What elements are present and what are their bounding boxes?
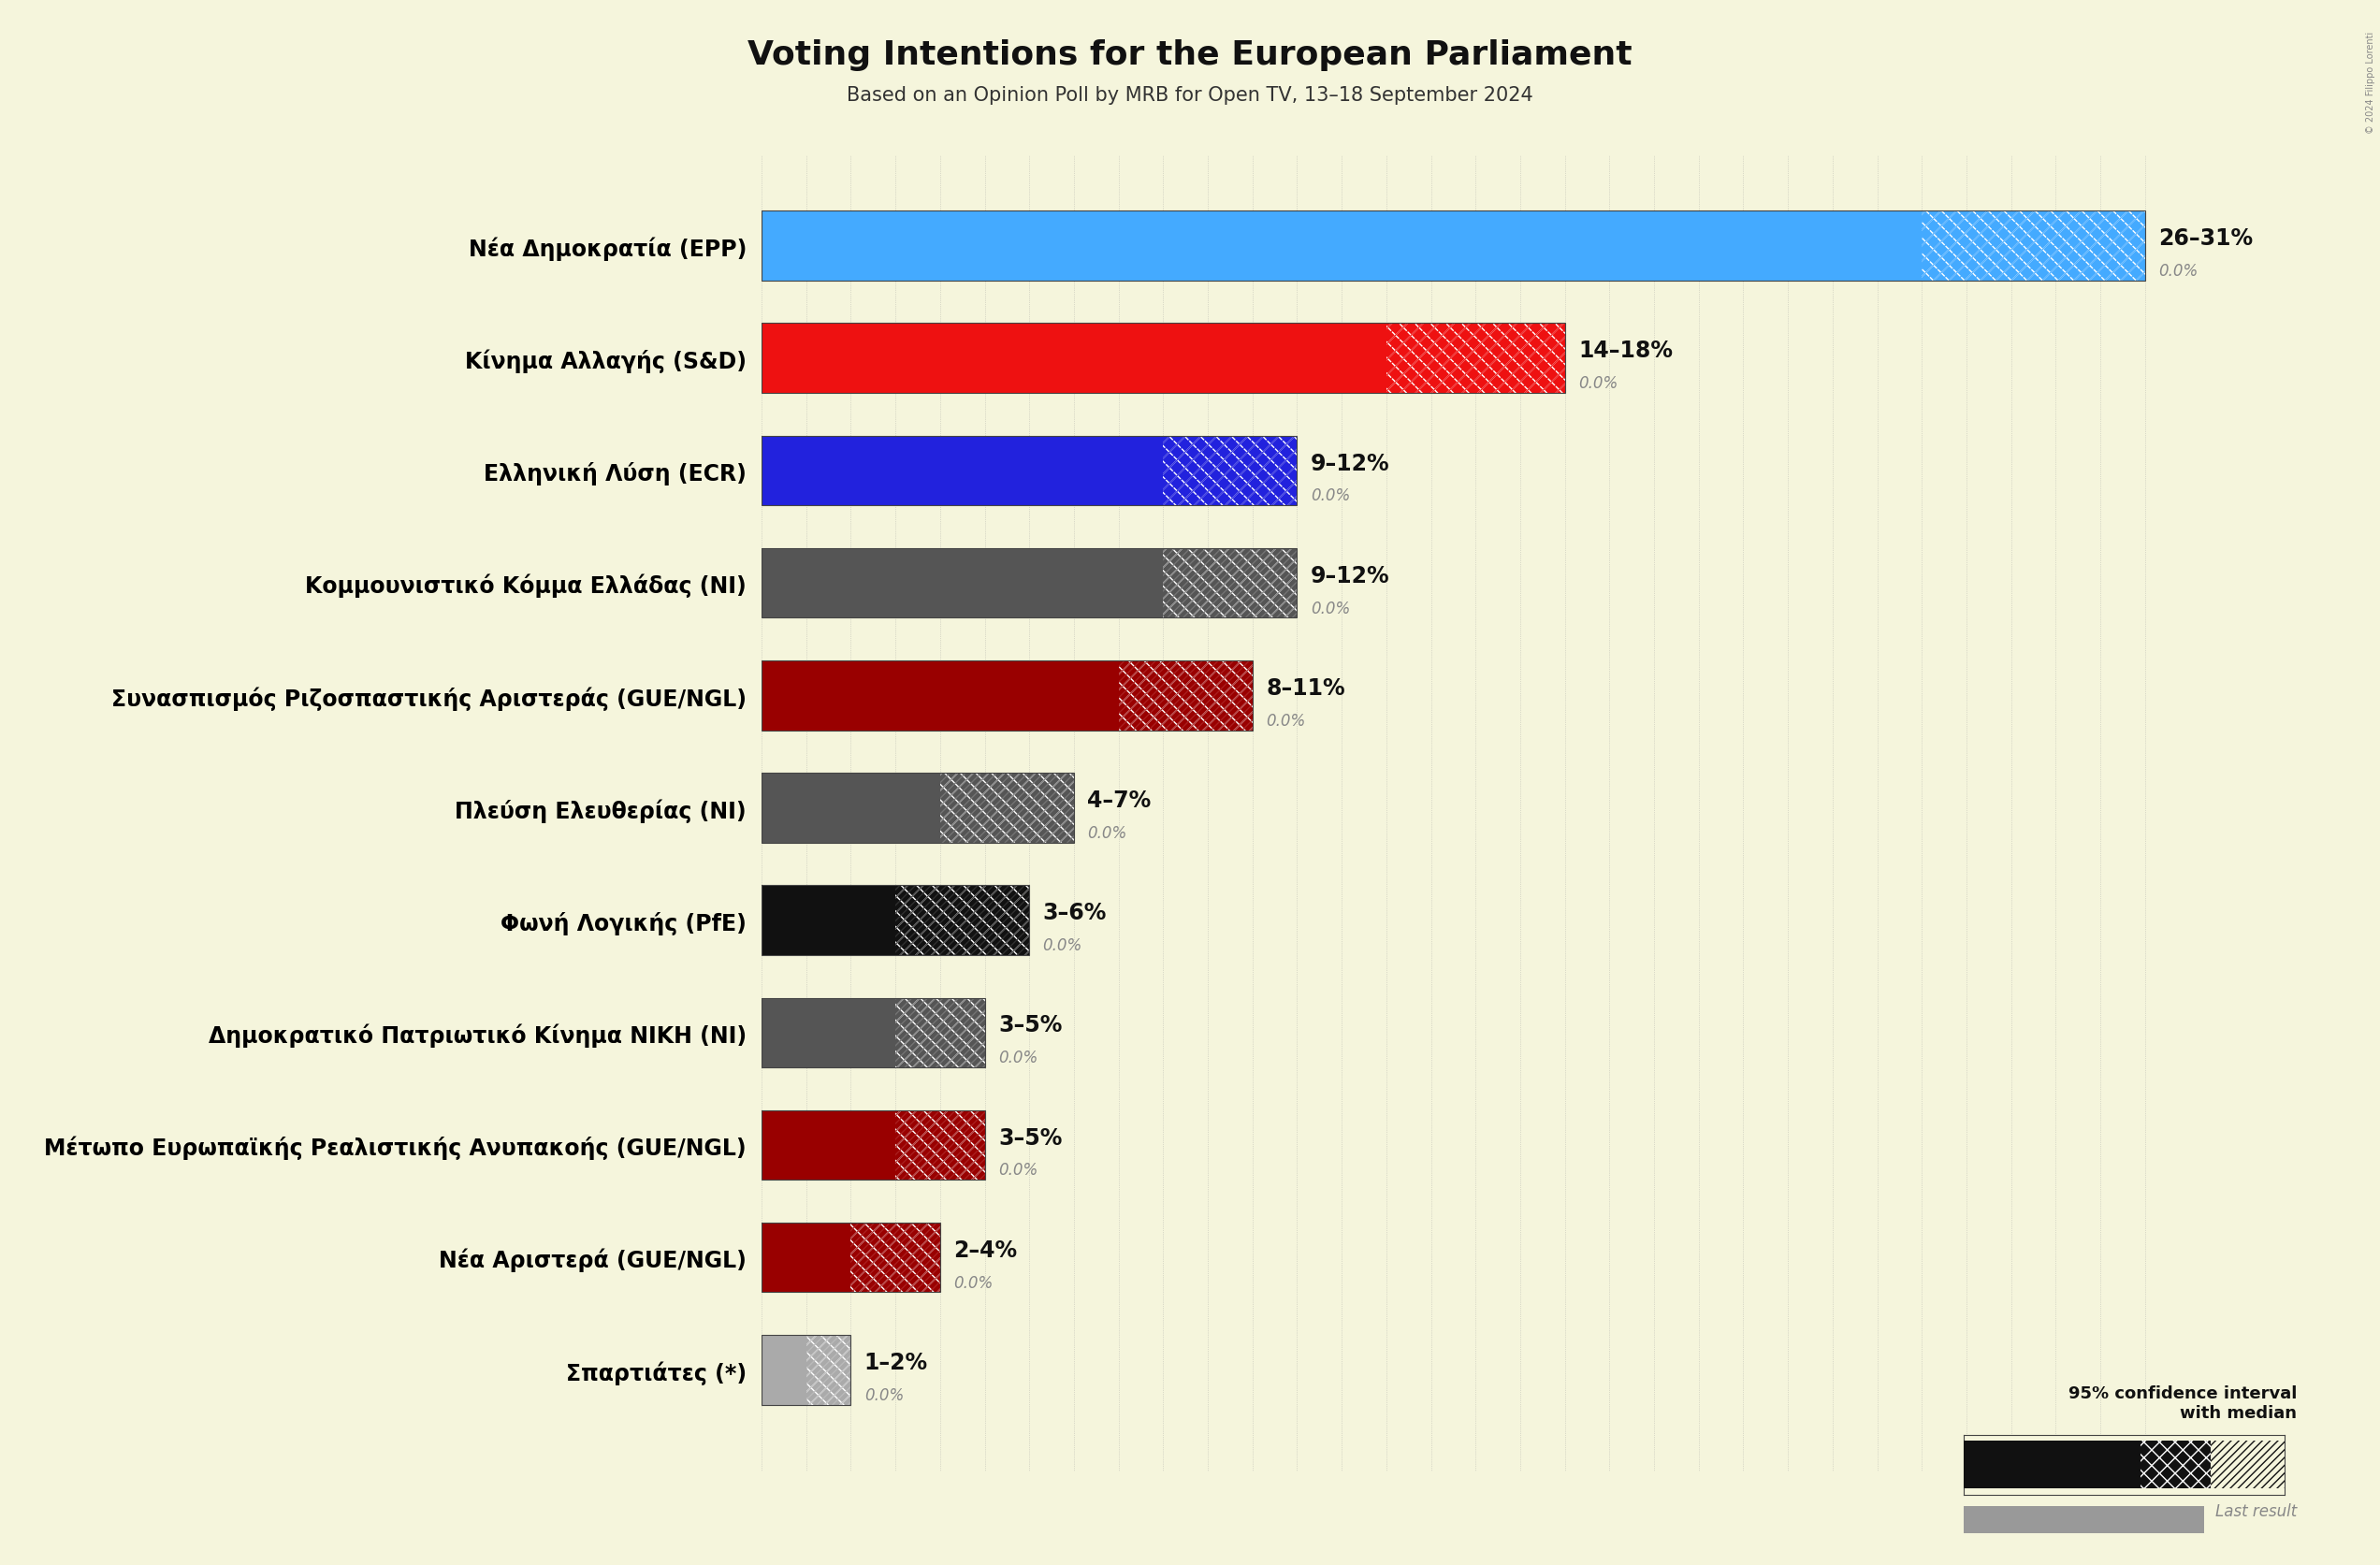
- Bar: [807, 1335, 852, 1405]
- Text: 8–11%: 8–11%: [1266, 676, 1345, 700]
- Bar: [2211, 1441, 2285, 1488]
- Bar: [762, 324, 1388, 393]
- Text: 1–2%: 1–2%: [864, 1351, 928, 1374]
- Bar: [895, 886, 1031, 955]
- Text: 0.0%: 0.0%: [1578, 376, 1618, 391]
- Bar: [1388, 324, 1566, 393]
- Bar: [852, 1222, 940, 1293]
- Text: 9–12%: 9–12%: [1311, 565, 1390, 587]
- Bar: [1164, 437, 1297, 505]
- Text: 0.0%: 0.0%: [1088, 825, 1126, 842]
- Bar: [2140, 1441, 2211, 1488]
- Text: 0.0%: 0.0%: [1311, 487, 1349, 504]
- Text: 95% confidence interval
with median: 95% confidence interval with median: [2068, 1385, 2297, 1421]
- Text: 0.0%: 0.0%: [864, 1387, 904, 1404]
- Bar: [895, 886, 1031, 955]
- Text: Based on an Opinion Poll by MRB for Open TV, 13–18 September 2024: Based on an Opinion Poll by MRB for Open…: [847, 86, 1533, 105]
- Bar: [762, 998, 895, 1067]
- Bar: [762, 1335, 807, 1405]
- Bar: [1923, 211, 2144, 282]
- Bar: [1388, 324, 1566, 393]
- Text: 0.0%: 0.0%: [1311, 599, 1349, 617]
- Bar: [1963, 1441, 2140, 1488]
- Bar: [940, 773, 1073, 844]
- Bar: [1164, 549, 1297, 618]
- Bar: [852, 1222, 940, 1293]
- Bar: [895, 1111, 985, 1180]
- Text: © 2024 Filippo Lorenti: © 2024 Filippo Lorenti: [2366, 31, 2375, 133]
- Bar: [1164, 549, 1297, 618]
- Bar: [762, 773, 940, 844]
- Bar: [762, 211, 1923, 282]
- Bar: [762, 549, 1164, 618]
- Text: 4–7%: 4–7%: [1088, 789, 1152, 812]
- Text: 3–5%: 3–5%: [997, 1127, 1061, 1149]
- Bar: [762, 886, 895, 955]
- Bar: [1923, 211, 2144, 282]
- Text: 9–12%: 9–12%: [1311, 452, 1390, 474]
- Bar: [762, 1111, 895, 1180]
- Text: 26–31%: 26–31%: [2159, 227, 2254, 250]
- Bar: [762, 660, 1119, 731]
- Text: 0.0%: 0.0%: [954, 1274, 992, 1291]
- Bar: [895, 998, 985, 1067]
- Bar: [1164, 437, 1297, 505]
- Bar: [895, 998, 985, 1067]
- Bar: [1963, 1506, 2204, 1534]
- Bar: [895, 1111, 985, 1180]
- Text: 3–6%: 3–6%: [1042, 901, 1107, 923]
- Bar: [762, 437, 1164, 505]
- Text: 0.0%: 0.0%: [1042, 937, 1083, 953]
- Bar: [1119, 660, 1252, 731]
- Text: Voting Intentions for the European Parliament: Voting Intentions for the European Parli…: [747, 39, 1633, 70]
- Bar: [807, 1335, 852, 1405]
- Text: 3–5%: 3–5%: [997, 1014, 1061, 1036]
- Text: 0.0%: 0.0%: [997, 1049, 1038, 1066]
- Bar: [762, 1222, 852, 1293]
- Bar: [940, 773, 1073, 844]
- Text: Last result: Last result: [2216, 1502, 2297, 1520]
- Text: 0.0%: 0.0%: [1266, 712, 1304, 729]
- Bar: [1119, 660, 1252, 731]
- Text: 14–18%: 14–18%: [1578, 340, 1673, 362]
- Text: 0.0%: 0.0%: [997, 1161, 1038, 1178]
- Text: 2–4%: 2–4%: [954, 1238, 1016, 1261]
- Text: 0.0%: 0.0%: [2159, 263, 2197, 280]
